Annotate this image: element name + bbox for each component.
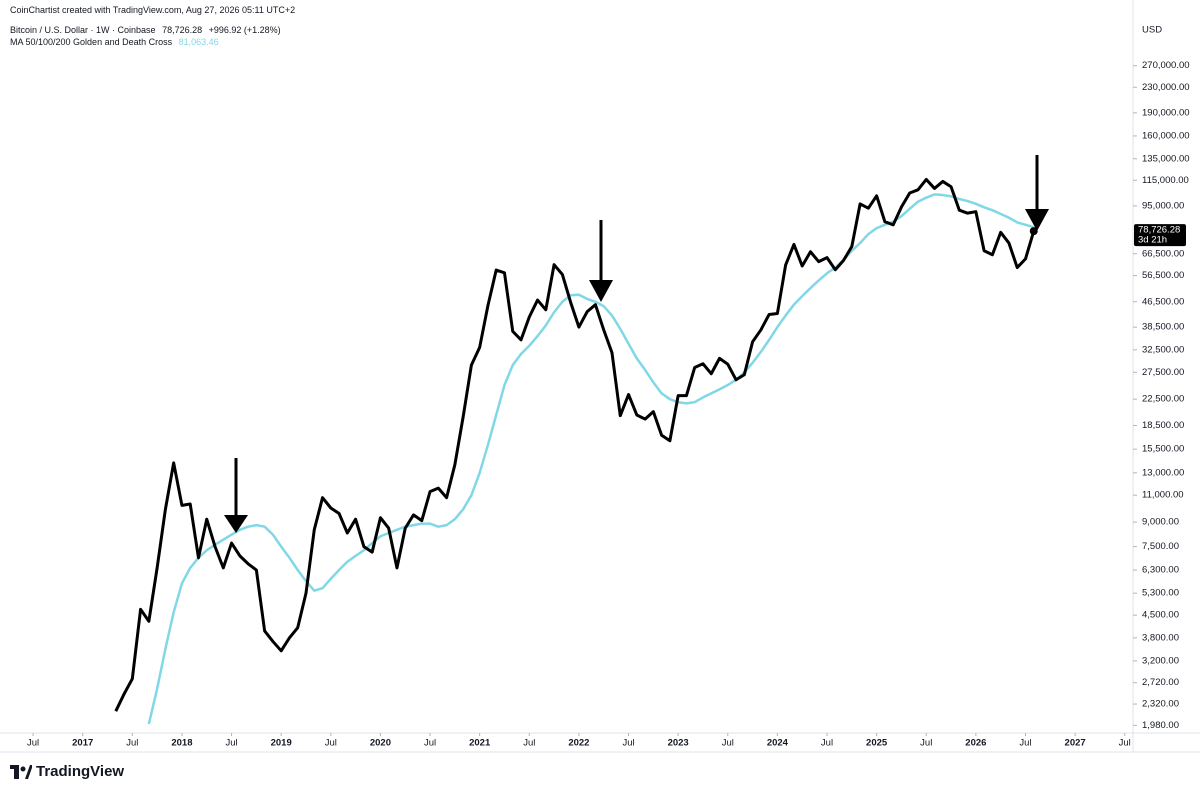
- arrow-shaft: [599, 220, 603, 282]
- y-tick-label: 9,000.00: [1142, 517, 1179, 528]
- y-tick-label: 13,000.00: [1142, 467, 1184, 478]
- y-tick-label: 2,720.00: [1142, 677, 1179, 688]
- legend-price: Bitcoin / U.S. Dollar · 1W · Coinbase 78…: [10, 25, 285, 35]
- y-tick-label: 22,500.00: [1142, 394, 1184, 405]
- x-tick-label: Jul: [325, 738, 337, 749]
- logo: TradingView: [10, 763, 124, 780]
- x-tick-label: 2023: [668, 738, 689, 749]
- plot-area: [114, 177, 1038, 725]
- y-tick-label: 46,500.00: [1142, 296, 1184, 307]
- axes: 270,000.00 230,000.00 190,000.00 160,000.00…: [27, 60, 1190, 748]
- y-tick-label: 38,500.00: [1142, 322, 1184, 333]
- x-tick-label: Jul: [27, 738, 39, 749]
- logo-icon: [10, 764, 32, 779]
- x-tick-label: Jul: [1019, 738, 1031, 749]
- x-tick-label: Jul: [225, 738, 237, 749]
- y-tick-label: 11,000.00: [1142, 490, 1184, 501]
- arrow-head: [1025, 209, 1049, 231]
- last-price: 78,726.28: [162, 25, 203, 35]
- change: +996.92 (+1.28%): [208, 25, 281, 35]
- arrow-head: [224, 515, 248, 533]
- y-tick-label: 1,980.00: [1142, 720, 1179, 731]
- y-tick-label: 230,000.00: [1142, 82, 1190, 93]
- y-tick-label: 160,000.00: [1142, 130, 1190, 141]
- annotation-arrows: [224, 155, 1049, 533]
- x-tick-label: Jul: [622, 738, 634, 749]
- credit: CoinChartist created with TradingView.co…: [10, 5, 296, 15]
- y-tick-label: 115,000.00: [1142, 175, 1189, 186]
- x-tick-label: 2018: [171, 738, 192, 749]
- indicator-value: 81,063.46: [178, 37, 219, 47]
- legend-ma: MA 50/100/200 Golden and Death Cross 81,…: [10, 37, 223, 47]
- price-tag: [1134, 224, 1186, 247]
- y-tick-label: 6,300.00: [1142, 565, 1179, 576]
- x-tick-label: 2019: [271, 738, 292, 749]
- price-line: [114, 177, 1036, 712]
- y-tick-label: 135,000.00: [1142, 153, 1190, 164]
- x-tick-label: 2017: [72, 738, 93, 749]
- x-tick-label: Jul: [126, 738, 138, 749]
- y-tick-label: 3,800.00: [1142, 632, 1179, 643]
- x-tick-label: Jul: [722, 738, 734, 749]
- y-tick-label: 2,320.00: [1142, 699, 1179, 710]
- x-tick-label: 2026: [965, 738, 986, 749]
- x-tick-label: 2022: [568, 738, 589, 749]
- x-tick-label: 2021: [469, 738, 491, 749]
- ma-line: [147, 193, 1035, 725]
- y-tick-label: 56,500.00: [1142, 270, 1184, 281]
- arrow-shaft: [234, 458, 238, 518]
- y-tick-label: 27,500.00: [1142, 367, 1184, 378]
- y-tick-label: 7,500.00: [1142, 541, 1179, 552]
- last-price-dot: [1029, 227, 1038, 236]
- x-tick-label: Jul: [920, 738, 932, 749]
- y-tick-label: 190,000.00: [1142, 107, 1190, 118]
- x-tick-label: 2024: [767, 738, 789, 749]
- y-tick-label: 18,500.00: [1142, 420, 1184, 431]
- x-tick-label: Jul: [1119, 738, 1131, 749]
- y-tick-label: 15,500.00: [1142, 444, 1184, 455]
- price-tag-label: 78,726.28: [1138, 225, 1180, 236]
- logo-text: TradingView: [36, 763, 125, 780]
- y-tick-label: 270,000.00: [1142, 60, 1190, 71]
- y-tick-label: 5,300.00: [1142, 588, 1179, 599]
- x-tick-label: Jul: [523, 738, 535, 749]
- countdown-label: 3d 21h: [1138, 235, 1167, 246]
- x-tick-label: 2025: [866, 738, 888, 749]
- y-tick-label: 3,200.00: [1142, 655, 1179, 666]
- currency-label: USD: [1142, 25, 1162, 36]
- y-tick-label: 4,500.00: [1142, 610, 1179, 621]
- x-tick-label: Jul: [821, 738, 833, 749]
- indicator-name: MA 50/100/200 Golden and Death Cross: [10, 37, 173, 47]
- y-tick-label: 95,000.00: [1142, 200, 1184, 211]
- x-tick-label: 2027: [1065, 738, 1086, 749]
- y-tick-label: 66,500.00: [1142, 248, 1184, 259]
- arrow-shaft: [1035, 155, 1039, 211]
- arrow-head: [589, 280, 613, 302]
- y-tick-label: 32,500.00: [1142, 344, 1184, 355]
- x-tick-label: Jul: [424, 738, 436, 749]
- symbol: Bitcoin / U.S. Dollar · 1W · Coinbase: [10, 25, 156, 35]
- x-tick-label: 2020: [370, 738, 391, 749]
